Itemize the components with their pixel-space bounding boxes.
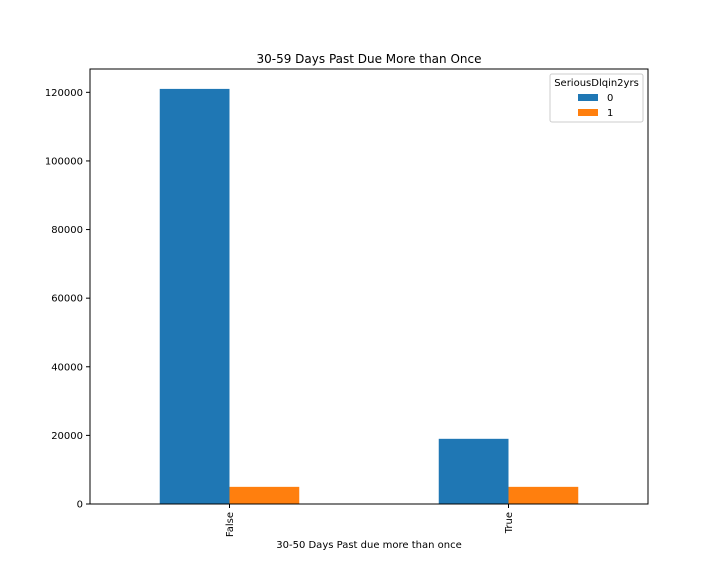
x-axis: False True [225,504,515,537]
plot-frame [89,68,649,505]
y-tick-label: 120000 [45,88,83,99]
y-tick-label: 20000 [51,431,83,442]
legend: SeriousDlqin2yrs 01 [549,73,644,123]
x-tick-label: False [225,512,236,537]
legend-label-series-1: 1 [607,108,613,119]
x-axis-label: 30-50 Days Past due more than once [276,540,462,551]
y-tick-label: 60000 [51,294,83,305]
y-axis: 0 20000 40000 60000 80000 100000 120000 [45,88,90,511]
legend-label-series-0: 0 [607,93,613,104]
legend-title: SeriousDlqin2yrs [554,78,639,89]
y-tick-label: 0 [77,500,83,511]
x-tick-label: True [504,512,515,534]
bar-false-series-0 [159,88,230,505]
y-tick-label: 40000 [51,362,83,373]
bar-true-series-1 [508,486,579,504]
y-tick-label: 80000 [51,225,83,236]
chart-title: 30-59 Days Past Due More than Once [257,52,482,66]
legend-swatch-series-0 [578,94,598,101]
bar-true-series-0 [438,438,509,504]
bars-group [159,88,579,505]
bar-false-series-1 [229,486,300,504]
legend-swatch-series-1 [578,109,598,116]
legend-items: 01 [578,93,613,119]
y-tick-label: 100000 [45,156,83,167]
